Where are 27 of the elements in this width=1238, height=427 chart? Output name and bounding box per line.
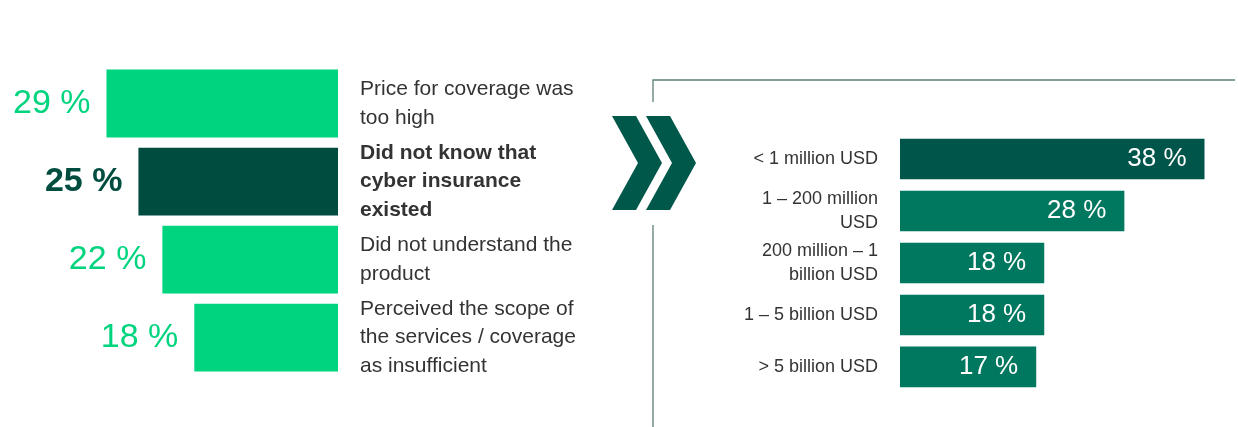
y-tick-label: < 1 million USD xyxy=(753,147,878,168)
data-label: 22 % xyxy=(68,237,147,276)
y-tick-label: 1 – 200 million USD xyxy=(761,187,878,233)
data-label: 28 % xyxy=(1047,194,1107,225)
bar xyxy=(900,346,1037,388)
data-label: 17 % xyxy=(958,350,1019,381)
data-label: 18 % xyxy=(966,246,1027,277)
y-tick-label: Did not understand the product xyxy=(360,232,573,284)
bar xyxy=(900,138,1205,180)
y-tick-label: > 5 billion USD xyxy=(758,355,878,376)
bar xyxy=(138,147,338,216)
bar xyxy=(900,242,1045,284)
data-label: 38 % xyxy=(1127,142,1187,173)
y-tick-label: Price for coverage was too high xyxy=(360,76,574,128)
y-tick-label: 200 million – 1 billion USD xyxy=(761,239,878,285)
data-label: 25 % xyxy=(44,159,123,198)
bar xyxy=(900,294,1045,336)
bar xyxy=(162,225,338,294)
y-tick-label: Did not know that cyber insurance existed xyxy=(360,140,537,220)
data-label: 18 % xyxy=(100,316,179,355)
y-tick-label: 1 – 5 billion USD xyxy=(743,303,878,324)
data-label: 18 % xyxy=(966,298,1027,329)
bar xyxy=(900,190,1125,232)
bar xyxy=(194,303,338,372)
y-tick-label: Perceived the scope of the services / coverage as insufficient xyxy=(360,296,576,376)
data-label: 29 % xyxy=(12,81,91,120)
bar xyxy=(106,69,338,138)
